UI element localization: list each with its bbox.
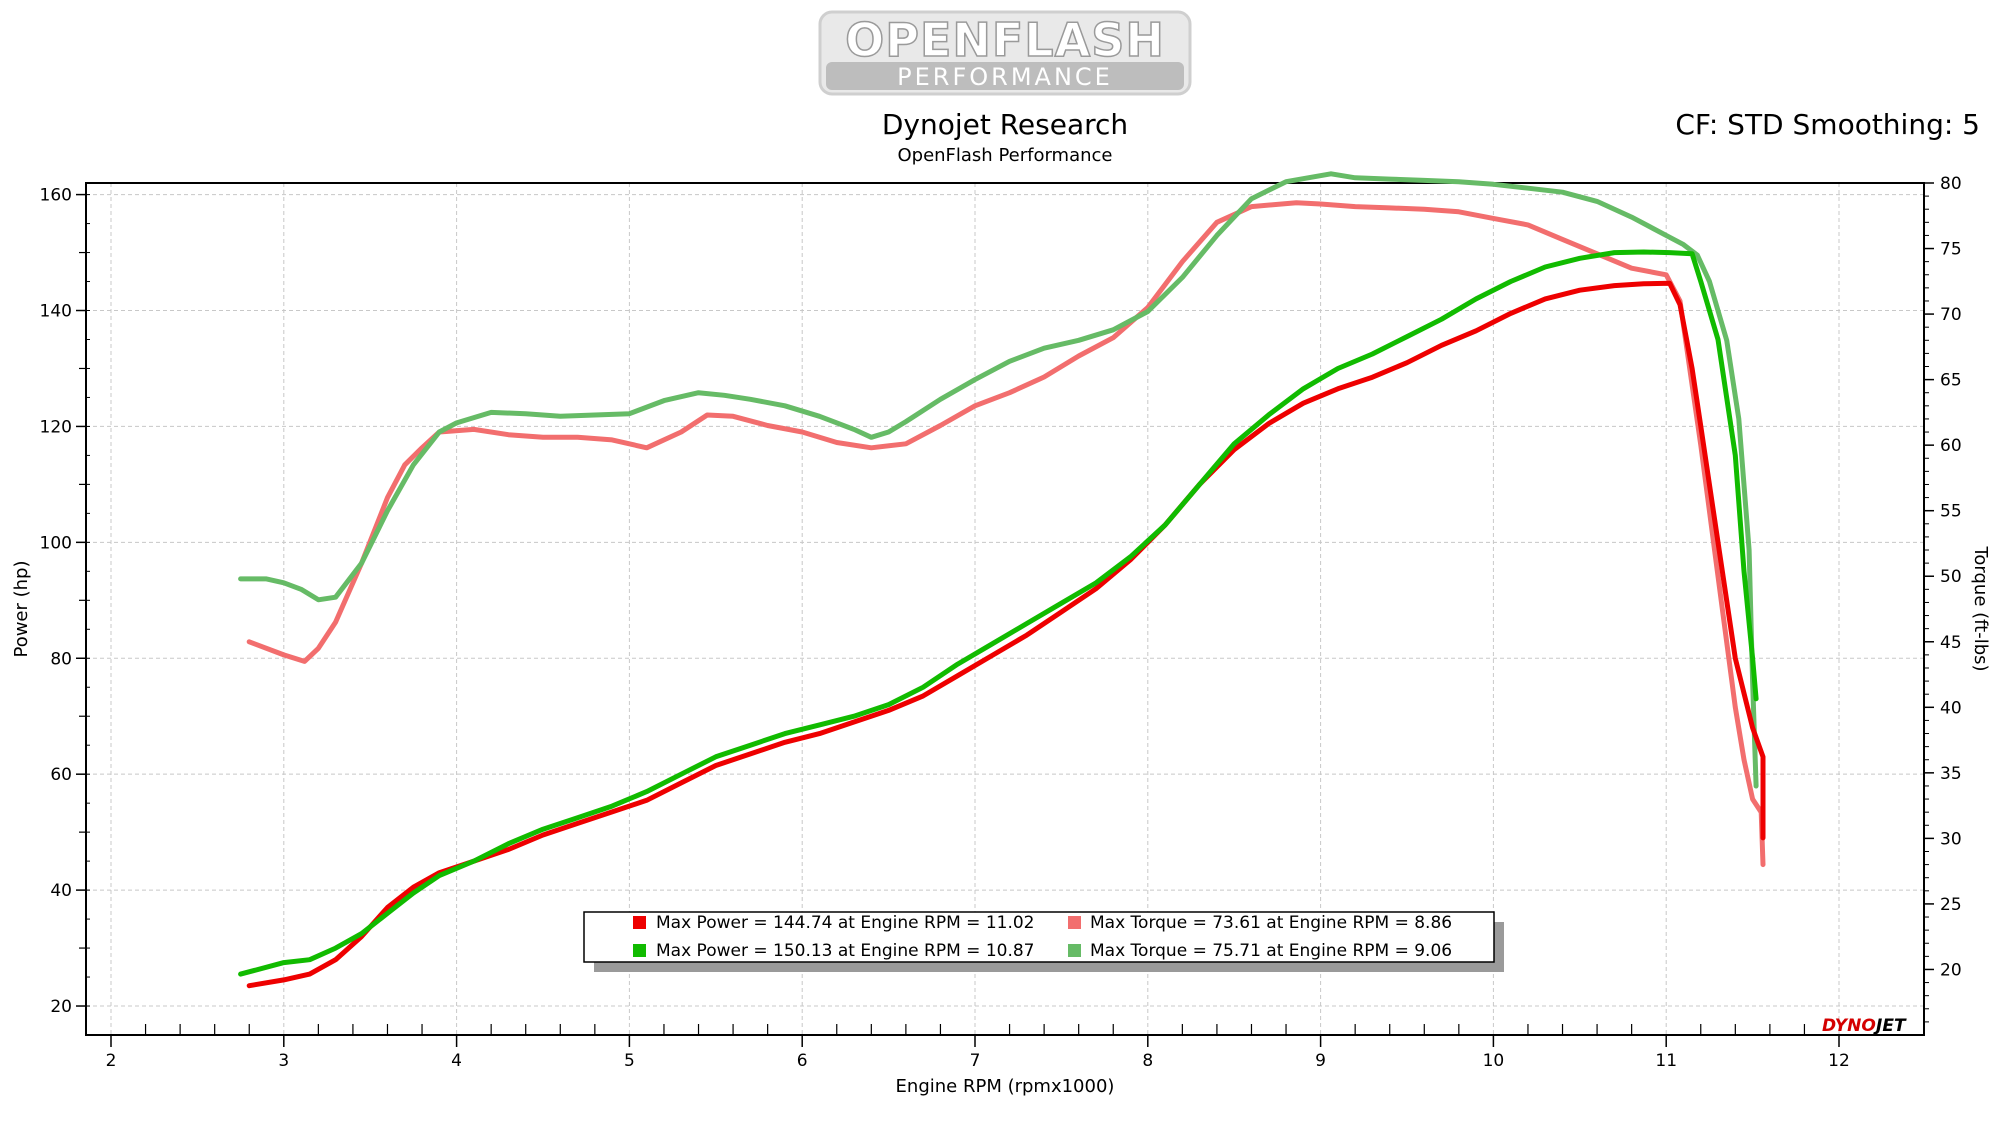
- legend: Max Power = 144.74 at Engine RPM = 11.02…: [583, 911, 1504, 972]
- brand-text: JET: [1873, 1016, 1907, 1036]
- y2-tick-label: 30: [1940, 829, 1962, 849]
- axis-ticks: 2 3 4 5 6 7 8 9 10 11 1220406080100120140160202530…: [40, 174, 1962, 1071]
- data-series: [238, 171, 1766, 989]
- logo-text-top: OPENFLASH: [845, 13, 1165, 67]
- x-tick-label: 8: [1142, 1051, 1153, 1071]
- x-tick-label: 5: [624, 1051, 635, 1071]
- x-axis-title: Engine RPM (rpmx1000): [896, 1076, 1115, 1097]
- y2-tick-label: 25: [1940, 895, 1962, 915]
- grid: [86, 183, 1924, 1035]
- x-tick-label: 6: [797, 1051, 808, 1071]
- x-tick-label: 2: [106, 1051, 117, 1071]
- y2-tick-label: 60: [1940, 436, 1962, 456]
- y-tick-label: 100: [40, 533, 72, 553]
- power-series-line: [238, 249, 1759, 977]
- legend-entry: Max Power = 150.13 at Engine RPM = 10.87: [656, 941, 1035, 961]
- y2-tick-label: 65: [1940, 371, 1962, 391]
- y-tick-label: 40: [50, 881, 72, 901]
- y2-tick-label: 55: [1940, 502, 1962, 522]
- x-tick-label: 7: [970, 1051, 981, 1071]
- legend-swatch: [633, 944, 646, 957]
- y-tick-label: 140: [40, 302, 72, 322]
- y2-tick-label: 40: [1940, 698, 1962, 718]
- x-tick-label: 4: [451, 1051, 462, 1071]
- y-tick-label: 120: [40, 417, 72, 437]
- correction-factor-label: CF: STD Smoothing: 5: [1675, 108, 1980, 141]
- legend-box: [583, 911, 1495, 963]
- y-tick-label: 60: [50, 765, 72, 785]
- x-tick-label: 3: [278, 1051, 289, 1071]
- y2-tick-label: 35: [1940, 764, 1962, 784]
- brand-text: DYNO: [1822, 1016, 1876, 1036]
- y2-axis-title: Torque (ft-lbs): [1970, 545, 1991, 671]
- logo-text-bottom: PERFORMANCE: [897, 63, 1113, 91]
- x-tick-label: 9: [1315, 1051, 1326, 1071]
- y-tick-label: 20: [50, 997, 72, 1017]
- x-tick-label: 12: [1828, 1051, 1850, 1071]
- legend-swatch: [1068, 916, 1081, 929]
- legend-entry: Max Torque = 75.71 at Engine RPM = 9.06: [1090, 941, 1452, 961]
- legend-swatch: [1068, 944, 1081, 957]
- openflash-logo: OPENFLASH PERFORMANCE: [818, 10, 1192, 96]
- y2-tick-label: 80: [1940, 174, 1962, 194]
- y2-tick-label: 50: [1940, 567, 1962, 587]
- x-tick-label: 11: [1655, 1051, 1677, 1071]
- y2-tick-label: 70: [1940, 305, 1962, 325]
- y2-tick-label: 20: [1940, 960, 1962, 980]
- chart-title: Dynojet Research: [881, 108, 1129, 141]
- y-tick-label: 80: [50, 649, 72, 669]
- y-axis-title: Power (hp): [11, 560, 32, 657]
- y2-tick-label: 75: [1940, 240, 1962, 260]
- power-series-line: [246, 280, 1766, 989]
- plot-frame: [85, 182, 1925, 1036]
- x-tick-label: 10: [1483, 1051, 1505, 1071]
- y2-tick-label: 45: [1940, 633, 1962, 653]
- legend-entry: Max Torque = 73.61 at Engine RPM = 8.86: [1090, 913, 1452, 933]
- legend-entry: Max Power = 144.74 at Engine RPM = 11.02: [656, 913, 1035, 933]
- dynojet-brand: DYNO JET: [1822, 1016, 1907, 1036]
- legend-swatch: [633, 916, 646, 929]
- chart-subtitle: OpenFlash Performance: [897, 145, 1113, 166]
- torque-series-line: [238, 171, 1759, 789]
- y-tick-label: 160: [40, 186, 72, 206]
